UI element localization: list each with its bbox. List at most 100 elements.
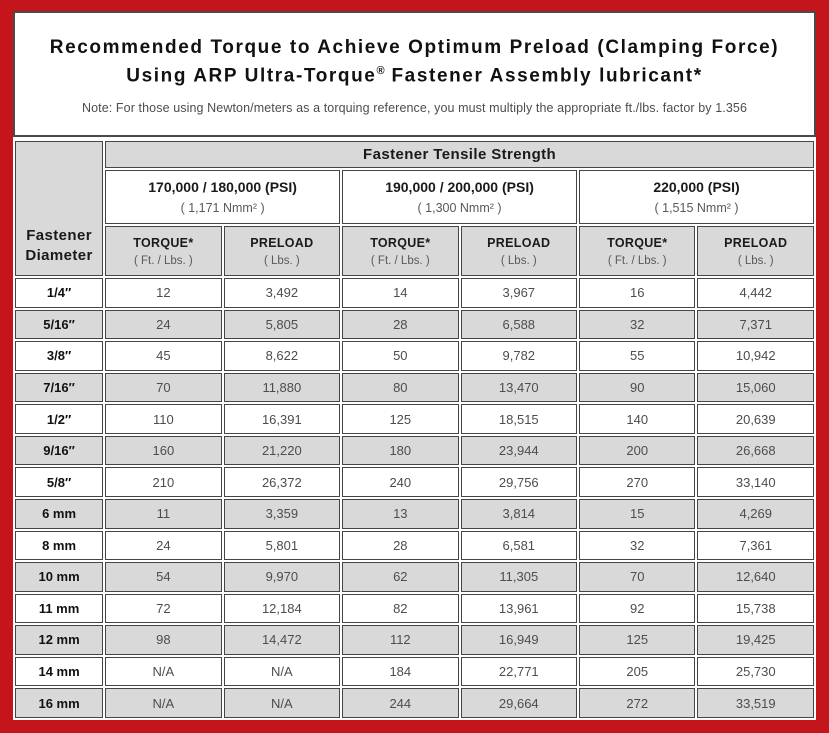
fastener-diameter-cell: 5/16″ (15, 309, 104, 340)
torque-value-cell: 272 (579, 688, 696, 718)
torque-value-cell: 82 (342, 593, 459, 624)
psi-group-170-180: 170,000 / 180,000 (PSI) ( 1,171 Nmm² ) (105, 170, 341, 224)
preload-value-cell: 9,970 (223, 562, 341, 592)
preload-unit: ( Lbs. ) (500, 254, 537, 267)
content-panel: Recommended Torque to Achieve Optimum Pr… (13, 11, 816, 720)
table-row: 5/8″ 210 26,372 240 29,756 270 33,140 (15, 467, 814, 497)
torque-value-cell: 90 (579, 372, 696, 403)
torque-value-cell: 184 (342, 656, 459, 687)
torque-value-cell: 14 (342, 278, 459, 308)
torque-table: Fastener Diameter Fastener Tensile Stren… (13, 139, 816, 720)
preload-value-cell: 29,756 (460, 467, 578, 497)
preload-value-cell: 16,949 (460, 625, 578, 655)
preload-value-cell: 12,640 (697, 562, 814, 592)
torque-value-cell: 24 (105, 530, 222, 561)
torque-value-cell: 240 (342, 467, 459, 497)
torque-value-cell: 140 (579, 404, 696, 434)
fastener-diameter-cell: 1/2″ (15, 404, 104, 434)
torque-value-cell: 160 (105, 435, 222, 466)
fastener-diameter-cell: 16 mm (15, 688, 104, 718)
preload-unit: ( Lbs. ) (737, 254, 774, 267)
preload-subheader: PRELOAD ( Lbs. ) (697, 226, 814, 276)
torque-value-cell: 210 (105, 467, 222, 497)
fastener-diameter-cell: 11 mm (15, 593, 104, 624)
torque-value-cell: 180 (342, 435, 459, 466)
torque-unit: ( Ft. / Lbs. ) (607, 254, 667, 267)
torque-value-cell: 70 (579, 562, 696, 592)
table-row: 6 mm 11 3,359 13 3,814 15 4,269 (15, 498, 814, 529)
fastener-diameter-header: Fastener Diameter (15, 141, 104, 276)
preload-value-cell: 4,442 (697, 278, 814, 308)
table-row: 12 mm 98 14,472 112 16,949 125 19,425 (15, 625, 814, 655)
torque-label: TORQUE* (370, 235, 431, 250)
table-row: 8 mm 24 5,801 28 6,581 32 7,361 (15, 530, 814, 561)
table-row: 14 mm N/A N/A 184 22,771 205 25,730 (15, 656, 814, 687)
fastener-diameter-cell: 12 mm (15, 625, 104, 655)
preload-value-cell: 22,771 (460, 656, 578, 687)
newton-meters-note: Note: For those using Newton/meters as a… (81, 101, 747, 116)
preload-value-cell: 3,359 (223, 498, 341, 529)
preload-value-cell: 7,371 (697, 309, 814, 340)
fastener-diameter-cell: 7/16″ (15, 372, 104, 403)
psi-label: 190,000 / 200,000 (PSI) (385, 179, 534, 195)
fastener-diameter-cell: 8 mm (15, 530, 104, 561)
torque-label: TORQUE* (607, 235, 668, 250)
torque-value-cell: 80 (342, 372, 459, 403)
preload-value-cell: 8,622 (223, 341, 341, 371)
preload-value-cell: 21,220 (223, 435, 341, 466)
torque-value-cell: 70 (105, 372, 222, 403)
torque-subheader: TORQUE* ( Ft. / Lbs. ) (342, 226, 459, 276)
preload-value-cell: 14,472 (223, 625, 341, 655)
preload-value-cell: 12,184 (223, 593, 341, 624)
preload-value-cell: 5,805 (223, 309, 341, 340)
torque-value-cell: 45 (105, 341, 222, 371)
fastener-diameter-cell: 9/16″ (15, 435, 104, 466)
torque-subheader: TORQUE* ( Ft. / Lbs. ) (105, 226, 222, 276)
table-row: 11 mm 72 12,184 82 13,961 92 15,738 (15, 593, 814, 624)
preload-subheader: PRELOAD ( Lbs. ) (460, 226, 578, 276)
fastener-diameter-cell: 3/8″ (15, 341, 104, 371)
preload-value-cell: 6,581 (460, 530, 578, 561)
preload-value-cell: N/A (223, 688, 341, 718)
table-row: 10 mm 54 9,970 62 11,305 70 12,640 (15, 562, 814, 592)
preload-value-cell: 3,492 (223, 278, 341, 308)
torque-value-cell: 125 (579, 625, 696, 655)
preload-label: PRELOAD (724, 235, 788, 250)
preload-value-cell: 16,391 (223, 404, 341, 434)
torque-unit: ( Ft. / Lbs. ) (370, 254, 430, 267)
fastener-diameter-cell: 6 mm (15, 498, 104, 529)
torque-value-cell: 16 (579, 278, 696, 308)
fastener-diameter-cell: 1/4″ (15, 278, 104, 308)
torque-table-wrap: Fastener Diameter Fastener Tensile Stren… (13, 137, 816, 720)
page-title-line2-text-after: Fastener Assembly lubricant* (384, 65, 703, 87)
torque-value-cell: 110 (105, 404, 222, 434)
tensile-strength-header-row: Fastener Diameter Fastener Tensile Stren… (15, 141, 814, 276)
torque-value-cell: 92 (579, 593, 696, 624)
preload-value-cell: 23,944 (460, 435, 578, 466)
torque-preload-header-row: TORQUE* ( Ft. / Lbs. ) PRELOAD ( Lbs. ) … (15, 226, 814, 276)
torque-unit: ( Ft. / Lbs. ) (133, 254, 193, 267)
torque-value-cell: 62 (342, 562, 459, 592)
torque-value-cell: 13 (342, 498, 459, 529)
preload-value-cell: 5,801 (223, 530, 341, 561)
fastener-diameter-cell: 5/8″ (15, 467, 104, 497)
preload-value-cell: 19,425 (697, 625, 814, 655)
torque-value-cell: 11 (105, 498, 222, 529)
preload-value-cell: 11,880 (223, 372, 341, 403)
preload-unit: ( Lbs. ) (263, 254, 300, 267)
torque-value-cell: N/A (105, 688, 222, 718)
psi-label: 220,000 (PSI) (653, 179, 740, 195)
preload-value-cell: 6,588 (460, 309, 578, 340)
fastener-diameter-cell: 14 mm (15, 656, 104, 687)
preload-value-cell: N/A (223, 656, 341, 687)
preload-value-cell: 15,060 (697, 372, 814, 403)
preload-label: PRELOAD (487, 235, 551, 250)
torque-value-cell: 28 (342, 530, 459, 561)
preload-value-cell: 29,664 (460, 688, 578, 718)
preload-label: PRELOAD (250, 235, 314, 250)
preload-value-cell: 3,967 (460, 278, 578, 308)
table-row: 3/8″ 45 8,622 50 9,782 55 10,942 (15, 341, 814, 371)
psi-label: 170,000 / 180,000 (PSI) (148, 179, 297, 195)
table-row: 5/16″ 24 5,805 28 6,588 32 7,371 (15, 309, 814, 340)
